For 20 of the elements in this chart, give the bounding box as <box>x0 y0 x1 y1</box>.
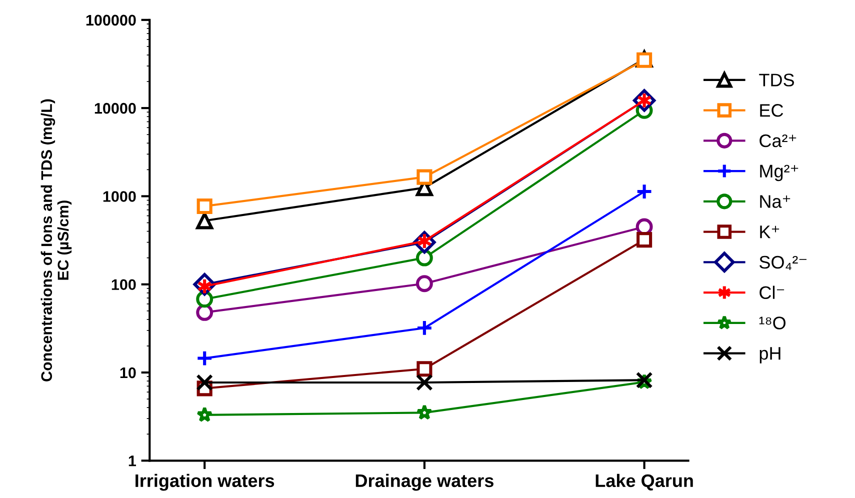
legend-label: ¹⁸O <box>759 316 786 330</box>
legend-label: Na⁺ <box>760 195 790 208</box>
legend-label: Ca²⁺ <box>760 134 796 148</box>
legend-label: Cl⁻ <box>760 286 784 300</box>
legend-label: SO₄²⁻ <box>760 256 806 270</box>
y-tick-label: 10000 <box>94 102 136 114</box>
y-tick-label: 100 <box>112 279 136 290</box>
legend-label: Mg²⁺ <box>760 164 798 182</box>
y-tick-label: 100000 <box>86 14 136 26</box>
legend-label: TDS <box>759 74 794 86</box>
x-tick-label: Lake Qarun <box>596 474 693 490</box>
y-axis-title: Concentrations of Ions and TDS (mg/L) EC (µS/cm) <box>40 99 72 382</box>
y-tick-label: 1000 <box>103 191 136 202</box>
legend-label: K⁺ <box>760 226 780 238</box>
y-tick-label: 10 <box>120 367 136 378</box>
x-tick-label: Drainage waters <box>356 474 494 491</box>
y-tick-label: 1 <box>128 456 136 466</box>
legend-label: EC <box>760 104 784 117</box>
x-tick-label: Irrigation waters <box>136 474 274 491</box>
legend-label: pH <box>760 347 780 364</box>
